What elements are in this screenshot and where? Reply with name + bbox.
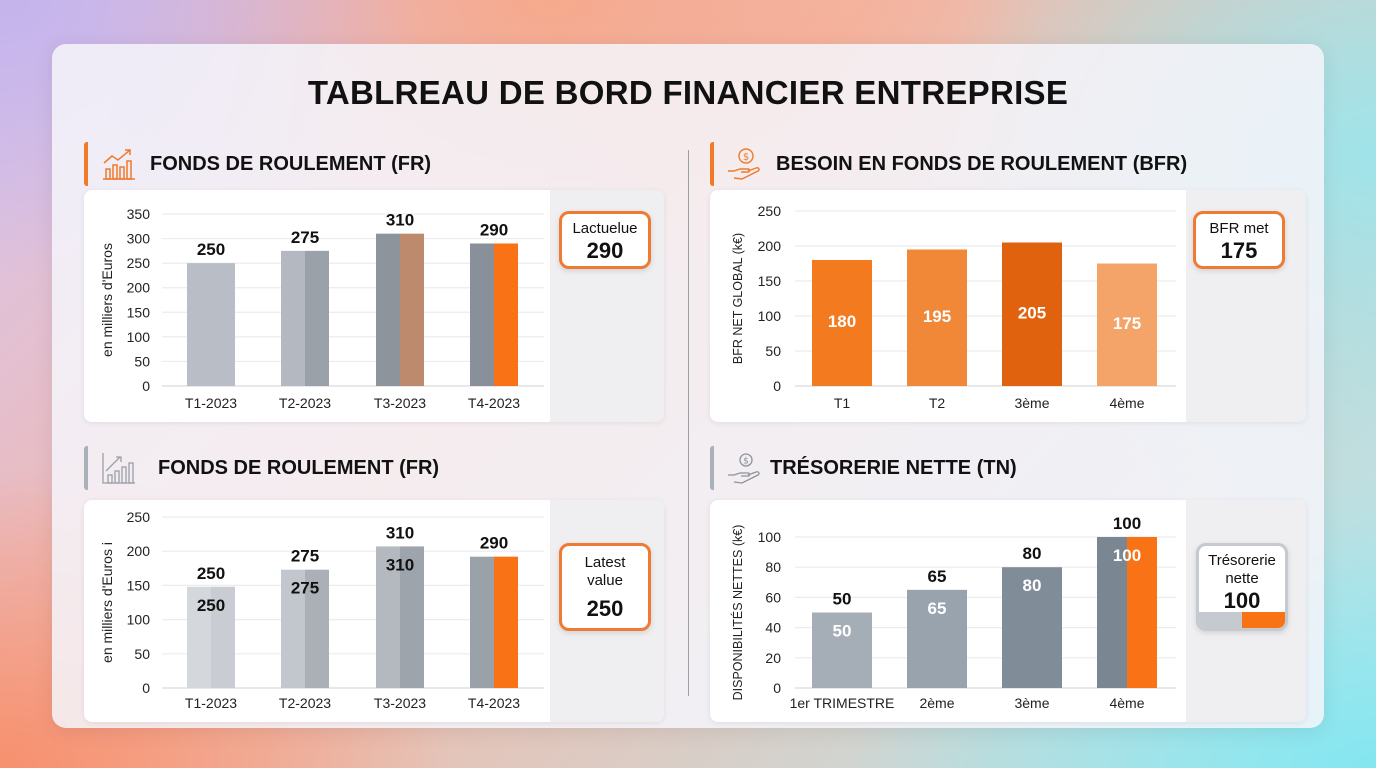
kpi-bar-segment xyxy=(1199,612,1242,628)
column-divider xyxy=(688,150,689,696)
panel-header-bfr: $ BESOIN EN FONDS DE ROULEMENT (BFR) xyxy=(710,142,1187,186)
svg-text:$: $ xyxy=(743,457,749,467)
kpi-label: Lactuelue xyxy=(572,220,638,237)
kpi-value: 100 xyxy=(1223,588,1261,613)
page-title: TABLREAU DE BORD FINANCIER ENTREPRISE xyxy=(307,74,1069,111)
kpi-value: 175 xyxy=(1220,238,1258,263)
kpi-label: BFR met xyxy=(1209,220,1269,237)
kpi-value: 290 xyxy=(586,238,624,263)
chart-panel-fr-2: Latest value 250 xyxy=(84,500,664,722)
kpi-label: Latest value xyxy=(584,554,626,589)
kpi-bar-segment xyxy=(1242,612,1285,628)
kpi-box: BFR met 175 xyxy=(1193,211,1285,269)
hand-dollar-icon: $ xyxy=(728,453,760,484)
kpi-value: 250 xyxy=(586,596,624,621)
kpi-box: Trésorerie nette 100 xyxy=(1196,543,1288,631)
growth-chart-icon xyxy=(102,453,135,484)
panel-title: FONDS DE ROULEMENT (FR) xyxy=(150,152,432,175)
kpi-box: Lactuelue 290 xyxy=(559,211,651,269)
chart-panel-bfr: BFR met 175 xyxy=(710,190,1306,422)
panel-title: TRÉSORERIE NETTE (TN) xyxy=(770,456,1017,479)
hand-dollar-icon: $ xyxy=(728,148,760,180)
kpi-label: Trésorerie nette xyxy=(1208,552,1276,587)
kpi-box: Latest value 250 xyxy=(559,543,651,631)
panel-title: BESOIN EN FONDS DE ROULEMENT (BFR) xyxy=(776,152,1188,175)
chart-panel-tn: Trésorerie nette 100 xyxy=(710,500,1306,722)
panel-header-fr: FONDS DE ROULEMENT (FR) xyxy=(84,142,431,186)
panel-header-tn: $ TRÉSORERIE NETTE (TN) xyxy=(710,446,1017,490)
panel-title: FONDS DE ROULEMENT (FR) xyxy=(158,456,440,479)
panel-header-fr-2: FONDS DE ROULEMENT (FR) xyxy=(84,446,439,490)
svg-text:$: $ xyxy=(743,152,749,163)
chart-panel-fr: Lactuelue 290 xyxy=(84,190,664,422)
kpi-progress-bar xyxy=(1199,612,1285,628)
growth-chart-icon xyxy=(103,149,135,180)
